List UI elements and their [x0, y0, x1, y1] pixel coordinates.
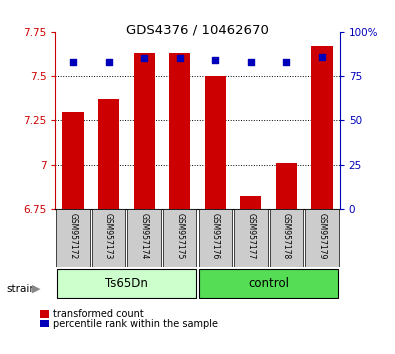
Text: GSM957178: GSM957178: [282, 213, 291, 259]
Text: GDS4376 / 10462670: GDS4376 / 10462670: [126, 23, 269, 36]
Point: [283, 59, 290, 65]
Bar: [62, 112, 84, 209]
Point: [177, 56, 183, 61]
Bar: [311, 46, 333, 209]
Bar: [169, 53, 190, 209]
Bar: [276, 163, 297, 209]
Bar: [98, 99, 119, 209]
Bar: [240, 196, 261, 209]
Bar: [270, 210, 303, 267]
Bar: [205, 76, 226, 209]
Bar: [305, 210, 339, 267]
Bar: [163, 210, 196, 267]
Text: GSM957179: GSM957179: [318, 213, 326, 259]
Bar: [234, 210, 267, 267]
Text: GSM957176: GSM957176: [211, 213, 220, 259]
Point: [248, 59, 254, 65]
Text: GSM957172: GSM957172: [69, 213, 77, 259]
Text: strain: strain: [6, 284, 36, 293]
Text: ▶: ▶: [32, 284, 41, 293]
Text: Ts65Dn: Ts65Dn: [105, 277, 148, 290]
Point: [70, 59, 76, 65]
Point: [212, 57, 218, 63]
Text: control: control: [248, 277, 289, 290]
Point: [105, 59, 112, 65]
Bar: [134, 53, 155, 209]
Text: GSM957177: GSM957177: [246, 213, 255, 259]
Bar: [199, 269, 338, 297]
Bar: [199, 210, 232, 267]
Text: GSM957173: GSM957173: [104, 213, 113, 259]
Text: percentile rank within the sample: percentile rank within the sample: [53, 319, 218, 329]
Point: [319, 54, 325, 59]
Point: [141, 56, 147, 61]
Text: transformed count: transformed count: [53, 309, 144, 319]
Bar: [57, 269, 196, 297]
Bar: [92, 210, 125, 267]
Text: GSM957174: GSM957174: [140, 213, 149, 259]
Bar: [56, 210, 90, 267]
Bar: [128, 210, 161, 267]
Text: GSM957175: GSM957175: [175, 213, 184, 259]
